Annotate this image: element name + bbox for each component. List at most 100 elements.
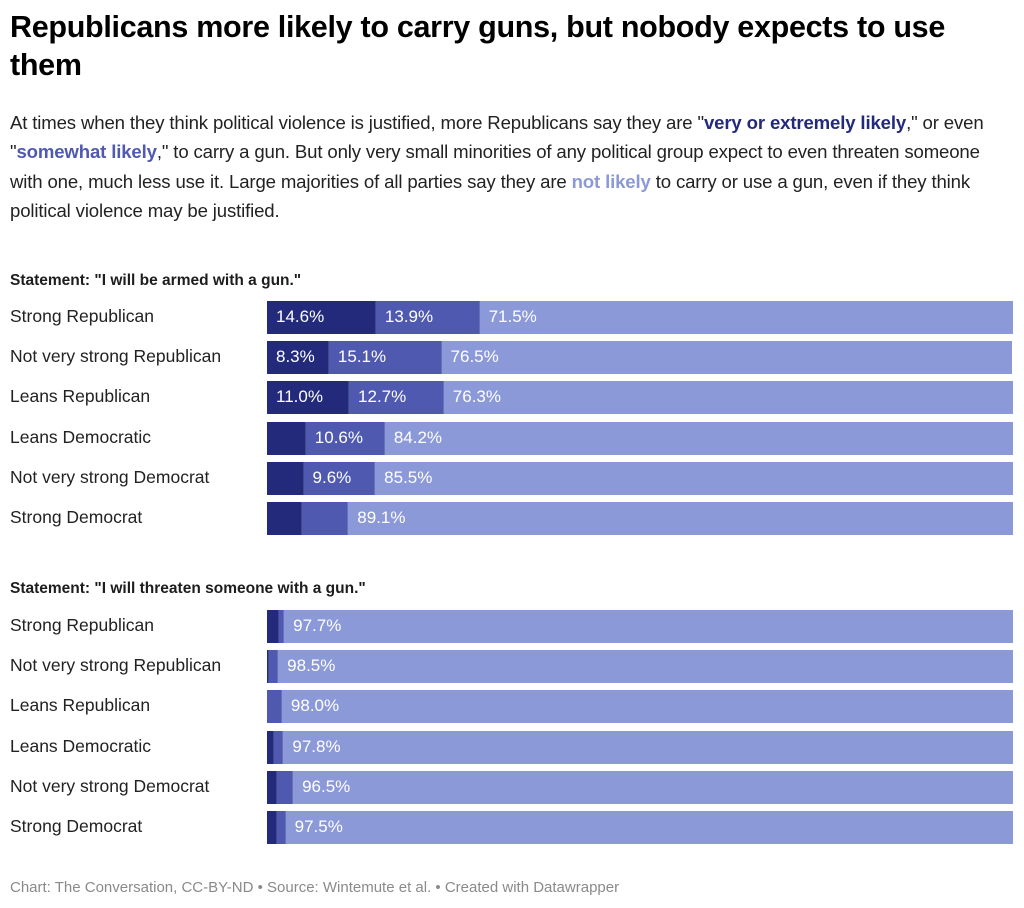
data-label: 8.3%	[276, 347, 315, 367]
data-label: 98.5%	[287, 656, 336, 676]
bar-segment-not-likely: 97.7%	[284, 610, 1013, 643]
bar-segment-not-likely: 98.5%	[278, 650, 1013, 684]
bar-segment-somewhat-likely: 9.6%	[303, 461, 376, 495]
bar-segment-very-or-extremely-likely	[267, 461, 304, 495]
chart-subtitle: At times when they think political viole…	[10, 108, 1015, 225]
bar-row: Not very strong Democrat 96.5%	[0, 770, 1024, 804]
stacked-bar: 96.5%	[267, 770, 1013, 804]
data-label: 98.0%	[290, 696, 340, 716]
chart-footer: Chart: The Conversation, CC-BY-ND • Sour…	[10, 879, 620, 896]
data-label: 10.6%	[314, 427, 363, 447]
subtitle-highlight: not likely	[571, 170, 651, 192]
data-label: 15.1%	[337, 347, 387, 367]
stacked-bar: 97.7%	[267, 610, 1013, 643]
data-label: 14.6%	[276, 307, 325, 326]
bar-segment-very-or-extremely-likely	[267, 811, 277, 844]
bar-segment-somewhat-likely	[267, 690, 282, 724]
stacked-bar: 89.1%	[267, 502, 1013, 535]
bar-segment-not-likely: 71.5%	[479, 301, 1013, 334]
bar-row: Leans Democratic 97.8%	[0, 730, 1024, 764]
category-label: Strong Republican	[10, 615, 154, 635]
category-label: Leans Democratic	[10, 426, 152, 447]
category-label: Not very strong Democrat	[10, 775, 210, 796]
bar-segment-somewhat-likely	[273, 730, 284, 764]
bar-segment-very-or-extremely-likely	[267, 770, 277, 804]
subtitle-text: At times when they think political viole…	[10, 112, 704, 133]
stacked-bar: 9.6% 85.5%	[267, 461, 1013, 495]
data-label: 96.5%	[302, 776, 351, 796]
bar-segment-not-likely: 85.5%	[375, 461, 1013, 495]
bar-row: Leans Republican 98.0%	[0, 690, 1024, 724]
data-label: 9.6%	[312, 467, 352, 487]
data-label: 85.5%	[384, 467, 433, 487]
stacked-bar: 14.6% 13.9% 71.5%	[267, 301, 1013, 334]
data-label: 84.2%	[393, 427, 443, 447]
category-label: Not very strong Republican	[10, 346, 222, 367]
bar-row: Not very strong Republican 98.5%	[0, 650, 1024, 684]
bar-segment-somewhat-likely: 10.6%	[305, 421, 385, 455]
data-label: 97.8%	[292, 736, 341, 756]
stacked-bar: 10.6% 84.2%	[267, 421, 1013, 455]
bar-segment-very-or-extremely-likely	[267, 502, 303, 535]
subtitle-highlight: very or extremely likely	[703, 112, 907, 133]
data-label: 97.5%	[294, 817, 343, 836]
bar-segment-somewhat-likely: 13.9%	[375, 301, 480, 334]
bar-row: Strong Republican 97.7%	[0, 610, 1024, 643]
category-label: Not very strong Democrat	[10, 466, 210, 487]
stacked-bar: 98.0%	[267, 690, 1013, 724]
bar-segment-not-likely: 76.5%	[441, 341, 1013, 375]
bar-segment-not-likely: 97.8%	[283, 730, 1013, 764]
data-label: 76.5%	[450, 347, 499, 367]
subtitle-highlight: somewhat likely	[16, 141, 157, 163]
stacked-bar: 98.5%	[267, 650, 1013, 684]
subtitle-text: ," or even "	[10, 112, 984, 163]
bar-row: Leans Republican 11.0% 12.7% 76.3%	[0, 381, 1024, 415]
bar-segment-not-likely: 89.1%	[348, 502, 1013, 535]
bar-segment-very-or-extremely-likely	[267, 421, 306, 455]
bar-segment-not-likely: 97.5%	[285, 811, 1013, 844]
section-title: Statement: "I will threaten someone with…	[10, 580, 366, 597]
bar-segment-very-or-extremely-likely: 11.0%	[267, 381, 350, 415]
bar-segment-very-or-extremely-likely	[267, 650, 270, 684]
bar-row: Strong Democrat 89.1%	[0, 502, 1024, 535]
bar-segment-somewhat-likely	[269, 650, 279, 684]
category-label: Leans Republican	[10, 386, 151, 407]
data-label: 71.5%	[488, 307, 537, 326]
bar-segment-somewhat-likely	[276, 770, 294, 804]
bar-segment-somewhat-likely: 12.7%	[349, 381, 444, 415]
category-label: Leans Democratic	[10, 735, 152, 756]
data-label: 76.3%	[452, 387, 501, 407]
category-label: Strong Republican	[10, 306, 154, 326]
bar-row: Strong Democrat 97.5%	[0, 811, 1024, 844]
bar-row: Leans Democratic 10.6% 84.2%	[0, 421, 1024, 455]
stacked-bar: 97.8%	[267, 730, 1013, 764]
bar-segment-somewhat-likely: 15.1%	[328, 341, 442, 375]
bar-segment-somewhat-likely	[278, 610, 285, 643]
subtitle-text: ," to carry a gun. But only very small m…	[10, 141, 980, 192]
bar-segment-very-or-extremely-likely: 14.6%	[267, 301, 376, 334]
bar-segment-not-likely: 76.3%	[443, 381, 1013, 415]
bar-segment-not-likely: 84.2%	[384, 421, 1013, 455]
data-label: 97.7%	[293, 616, 342, 635]
data-label: 12.7%	[358, 387, 407, 407]
section-title: Statement: "I will be armed with a gun."	[10, 272, 302, 289]
bar-segment-very-or-extremely-likely: 8.3%	[267, 341, 329, 375]
bar-segment-very-or-extremely-likely	[267, 730, 274, 764]
category-label: Strong Democrat	[10, 507, 143, 527]
bar-segment-somewhat-likely	[302, 502, 349, 535]
stacked-bar: 97.5%	[267, 811, 1013, 844]
bar-row: Not very strong Republican 8.3% 15.1% 76.5%	[0, 341, 1024, 375]
category-label: Strong Democrat	[10, 816, 143, 836]
bar-segment-somewhat-likely	[276, 811, 286, 844]
data-label: 11.0%	[276, 387, 323, 407]
bar-segment-not-likely: 98.0%	[281, 690, 1013, 724]
bar-segment-very-or-extremely-likely	[267, 610, 279, 643]
chart-title: Republicans more likely to carry guns, b…	[10, 10, 945, 82]
bar-segment-not-likely: 96.5%	[293, 770, 1013, 804]
stacked-bar: 8.3% 15.1% 76.5%	[267, 341, 1013, 375]
category-label: Leans Republican	[10, 695, 151, 716]
category-label: Not very strong Republican	[10, 655, 222, 676]
data-label: 13.9%	[384, 307, 434, 326]
data-label: 89.1%	[357, 508, 406, 527]
bar-row: Strong Republican 14.6% 13.9% 71.5%	[0, 301, 1024, 334]
